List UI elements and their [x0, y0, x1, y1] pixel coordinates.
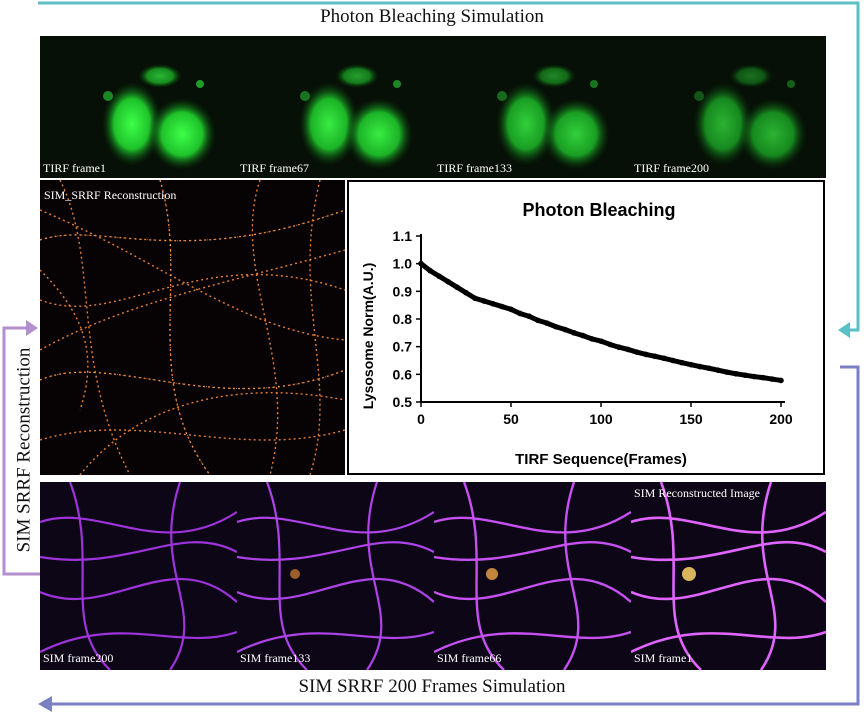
x-tick-label: 0 — [417, 411, 425, 427]
data-point — [778, 377, 784, 384]
x-tick-label: 100 — [589, 411, 613, 427]
data-point — [607, 341, 613, 348]
data-point — [634, 349, 640, 355]
arrow-bottom-right — [50, 365, 860, 706]
data-point — [616, 344, 622, 351]
tirf-caption: TIRF frame67 — [240, 161, 309, 175]
sim-tile: SIM frame133 — [237, 482, 434, 670]
data-point — [436, 273, 442, 279]
sim-filaments-image — [631, 482, 826, 670]
data-point — [544, 320, 550, 326]
y-tick-label: 0.7 — [393, 339, 413, 355]
tirf-tile: TIRF frame1 — [40, 36, 237, 178]
data-point — [697, 363, 703, 370]
sim-caption: SIM frame200 — [43, 651, 114, 665]
bleaching-chart: Photon Bleaching TIRF Sequence(Frames) L… — [360, 200, 793, 468]
data-point — [580, 332, 586, 339]
data-point — [418, 260, 424, 267]
data-point — [598, 338, 604, 344]
x-tick-label: 50 — [503, 411, 519, 427]
tirf-tile: TIRF frame133 — [434, 36, 631, 178]
chart-series — [418, 260, 784, 384]
data-point — [553, 323, 559, 330]
data-point — [472, 295, 478, 302]
tirf-caption: TIRF frame1 — [43, 161, 106, 175]
tirf-tile: TIRF frame67 — [237, 36, 434, 178]
data-point — [724, 369, 730, 375]
data-point — [625, 346, 631, 353]
tirf-caption: TIRF frame133 — [437, 161, 512, 175]
sim-reconstructed-caption: SIM Reconstructed Image — [634, 486, 760, 500]
tirf-cells-image — [237, 36, 434, 178]
arrow-bottom-right-head — [38, 696, 52, 712]
sim-tile: SIM frame200 — [40, 482, 237, 670]
chart-ylabel: Lysosome Norm(A.U.) — [360, 263, 376, 410]
arrow-top-right-head — [838, 322, 850, 338]
arrow-left-head — [26, 320, 38, 336]
y-tick-label: 1.0 — [393, 256, 413, 272]
data-point — [688, 361, 694, 368]
data-point — [526, 313, 532, 320]
sim-filaments-image — [40, 482, 237, 670]
sim-tile: SIM Reconstructed Image SIM frame1 — [631, 482, 826, 670]
sim-strip: SIM frame200 SIM frame133 SIM frame66 — [40, 482, 826, 670]
data-point — [508, 306, 514, 313]
data-point — [589, 336, 595, 342]
tirf-cells-image — [40, 36, 237, 178]
sim-filaments-image — [434, 482, 631, 670]
y-tick-label: 1.1 — [393, 228, 413, 244]
chart-axes: 0.5 0.6 0.7 0.8 0.9 1.0 1.1 0 50 100 150 200 — [393, 228, 793, 427]
x-tick-label: 150 — [679, 411, 703, 427]
data-point — [715, 367, 721, 373]
tirf-caption: TIRF frame200 — [634, 161, 709, 175]
y-tick-label: 0.9 — [393, 283, 413, 299]
data-point — [454, 284, 460, 290]
data-point — [760, 374, 766, 381]
sim-caption: SIM frame1 — [634, 651, 693, 665]
tirf-tile: TIRF frame200 — [631, 36, 826, 178]
x-tick-label: 200 — [769, 411, 793, 427]
sim-caption: SIM frame133 — [240, 651, 311, 665]
top-title: Photon Bleaching Simulation — [320, 6, 544, 27]
bottom-title: SIM SRRF 200 Frames Simulation — [298, 676, 566, 697]
data-point — [769, 376, 775, 382]
srrf-filaments-image — [40, 180, 345, 475]
sim-tile: SIM frame66 — [434, 482, 631, 670]
data-point — [742, 372, 748, 378]
srrf-panel: SIM_SRRF Reconstruction — [40, 180, 345, 475]
tirf-cells-image — [631, 36, 826, 178]
data-point — [643, 351, 649, 358]
series-line — [418, 261, 784, 383]
data-point — [670, 357, 676, 364]
data-point — [706, 365, 712, 372]
data-point — [733, 370, 739, 377]
y-tick-label: 0.6 — [393, 366, 413, 382]
data-point — [517, 310, 523, 317]
chart-xlabel: TIRF Sequence(Frames) — [515, 451, 687, 468]
data-point — [490, 300, 496, 307]
data-point — [481, 298, 487, 304]
sim-filaments-image — [237, 482, 434, 670]
data-point — [463, 289, 469, 296]
data-point — [535, 317, 541, 324]
tirf-strip: TIRF frame1 TIRF frame67 TIRF frame133 — [40, 36, 826, 178]
arrow-left — [2, 326, 40, 576]
data-point — [652, 353, 658, 360]
data-point — [445, 278, 451, 285]
data-point — [751, 373, 757, 380]
y-tick-label: 0.8 — [393, 311, 413, 327]
data-point — [661, 355, 667, 362]
data-point — [679, 359, 685, 366]
chart-title: Photon Bleaching — [523, 200, 676, 220]
data-point — [571, 330, 577, 336]
sim-caption: SIM frame66 — [437, 651, 502, 665]
data-point — [499, 303, 505, 310]
tirf-cells-image — [434, 36, 631, 178]
srrf-caption: SIM_SRRF Reconstruction — [44, 188, 177, 202]
y-tick-label: 0.5 — [393, 394, 413, 410]
data-point — [427, 267, 433, 274]
bleaching-chart-box: Photon Bleaching TIRF Sequence(Frames) L… — [347, 180, 825, 475]
data-point — [562, 326, 568, 333]
